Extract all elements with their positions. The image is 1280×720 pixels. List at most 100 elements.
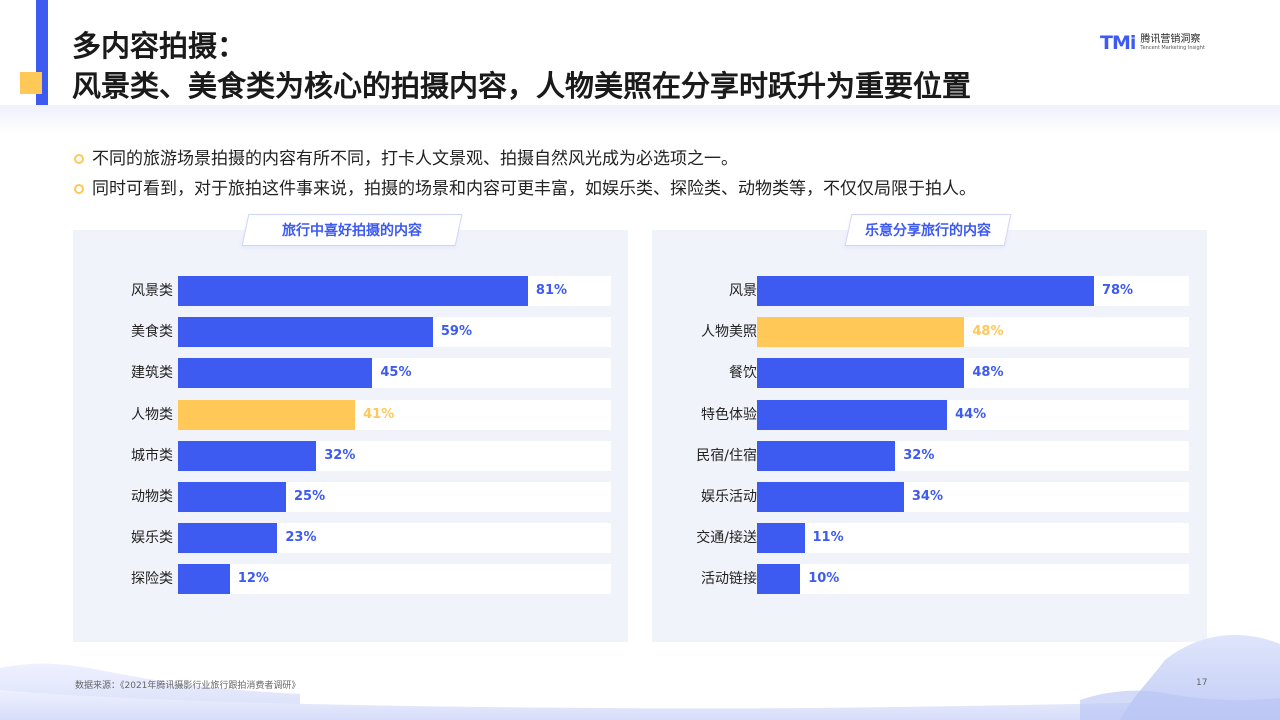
chart-row: 风景类 81%	[73, 276, 628, 306]
category-label: 活动链接	[701, 571, 757, 588]
header-gradient-band	[0, 105, 1280, 133]
category-label: 人物美照	[701, 324, 757, 341]
bar-track: 34%	[757, 482, 1189, 512]
bar	[757, 399, 948, 430]
category-label: 娱乐活动	[701, 489, 757, 505]
bar-track: 32%	[757, 440, 1189, 471]
bar	[178, 317, 433, 348]
chart-row: 民宿/住宿 32%	[652, 440, 1207, 471]
bar-track: 48%	[757, 358, 1189, 389]
chart-title-tag: 乐意分享旅行的内容	[844, 214, 1012, 246]
value-label: 81%	[535, 283, 568, 298]
value-label: 48%	[972, 324, 1004, 340]
category-label: 民宿/住宿	[696, 447, 757, 464]
bar-track: 41%	[178, 399, 611, 430]
value-label: 12%	[237, 571, 269, 587]
bullet-text: 同时可看到，对于旅拍这件事来说，拍摄的场景和内容可更丰富，如娱乐类、探险类、动物…	[92, 179, 976, 199]
value-label: 78%	[1101, 283, 1134, 298]
category-label: 人物类	[131, 406, 173, 423]
value-label: 45%	[380, 365, 412, 381]
chart-panel-shoot-content: 旅行中喜好拍摄的内容 风景类 81% 美食类 59% 建筑类 45% 人物类 41% 城市类 32…	[73, 214, 628, 642]
value-label: 48%	[972, 365, 1004, 381]
logo-cn: 腾讯营销洞察	[1140, 34, 1201, 45]
bar-track: 32%	[178, 440, 611, 471]
bar-track: 23%	[178, 523, 611, 554]
bar-track: 81%	[178, 276, 611, 306]
bar	[178, 482, 286, 512]
title-line-1: 多内容拍摄：	[72, 29, 247, 63]
category-label: 娱乐类	[131, 530, 173, 547]
value-label: 10%	[808, 571, 840, 587]
chart-row: 娱乐类 23%	[73, 523, 628, 554]
value-label: 34%	[911, 489, 943, 504]
bar	[757, 317, 965, 348]
chart-row: 人物类 41%	[73, 399, 628, 430]
bar	[178, 440, 317, 471]
bar-track: 12%	[178, 564, 611, 595]
bar-track: 78%	[757, 276, 1189, 306]
category-label: 动物类	[131, 489, 173, 505]
chart-row: 交通/接送 11%	[652, 523, 1207, 554]
bar-track: 59%	[178, 317, 611, 348]
bar-track: 44%	[757, 399, 1189, 430]
bullet-item: 不同的旅游场景拍摄的内容有所不同，打卡人文景观、拍摄自然风光成为必选项之一。	[74, 145, 976, 173]
chart-row: 建筑类 45%	[73, 358, 628, 389]
page-title: 多内容拍摄： 风景类、美食类为核心的拍摄内容，人物美照在分享时跃升为重要位置	[72, 26, 971, 106]
page-number: 17	[1196, 678, 1208, 688]
category-label: 探险类	[131, 571, 173, 588]
value-label: 32%	[903, 447, 935, 463]
chart-row: 探险类 12%	[73, 564, 628, 595]
value-label: 23%	[285, 530, 317, 546]
bullet-item: 同时可看到，对于旅拍这件事来说，拍摄的场景和内容可更丰富，如娱乐类、探险类、动物…	[74, 175, 976, 203]
category-label: 交通/接送	[696, 530, 757, 547]
bar-track: 48%	[757, 317, 1189, 348]
category-label: 餐饮	[729, 365, 757, 382]
bullet-list: 不同的旅游场景拍摄的内容有所不同，打卡人文景观、拍摄自然风光成为必选项之一。 同…	[74, 145, 976, 205]
chart-row: 特色体验 44%	[652, 399, 1207, 430]
bar-track: 25%	[178, 482, 611, 512]
value-label: 59%	[440, 324, 472, 340]
bar	[757, 523, 805, 554]
bar	[178, 276, 528, 306]
value-label: 41%	[363, 406, 395, 422]
category-label: 美食类	[131, 324, 173, 341]
chart-title: 旅行中喜好拍摄的内容	[282, 223, 422, 239]
bar	[178, 523, 278, 554]
chart-row: 餐饮 48%	[652, 358, 1207, 389]
logo-text: 腾讯营销洞察 Tencent Marketing Insight	[1140, 34, 1204, 52]
value-label: 11%	[812, 530, 844, 546]
tencent-marketing-logo: TMi 腾讯营销洞察 Tencent Marketing Insight	[1100, 32, 1205, 54]
value-label: 32%	[324, 447, 356, 463]
bar-track: 11%	[757, 523, 1189, 554]
bar	[757, 482, 904, 512]
bar	[178, 399, 356, 430]
chart-panel-share-content: 乐意分享旅行的内容 风景 78% 人物美照 48% 餐饮 48% 特色体验 44% 民宿/住宿 3…	[652, 214, 1207, 642]
chart-title-tag: 旅行中喜好拍摄的内容	[241, 214, 463, 246]
category-label: 风景	[729, 283, 757, 299]
chart-row: 活动链接 10%	[652, 564, 1207, 595]
chart-row: 城市类 32%	[73, 440, 628, 471]
category-label: 风景类	[131, 283, 173, 299]
chart-row: 风景 78%	[652, 276, 1207, 306]
chart-row: 美食类 59%	[73, 317, 628, 348]
chart-row: 人物美照 48%	[652, 317, 1207, 348]
logo-en: Tencent Marketing Insight	[1140, 45, 1205, 51]
category-label: 建筑类	[131, 365, 173, 382]
bar	[757, 440, 896, 471]
bullet-text: 不同的旅游场景拍摄的内容有所不同，打卡人文景观、拍摄自然风光成为必选项之一。	[92, 149, 738, 169]
chart-title: 乐意分享旅行的内容	[865, 223, 991, 239]
bar	[178, 358, 373, 389]
value-label: 44%	[955, 406, 987, 422]
bar-track: 10%	[757, 564, 1189, 595]
accent-square	[20, 72, 42, 94]
bar	[178, 564, 230, 595]
chart-row: 动物类 25%	[73, 482, 628, 512]
category-label: 特色体验	[701, 406, 757, 423]
bar	[757, 358, 965, 389]
logo-mark: TMi	[1100, 32, 1136, 54]
data-source: 数据来源：《2021年腾讯摄影行业旅行跟拍消费者调研》	[75, 681, 301, 691]
category-label: 城市类	[131, 447, 173, 464]
bar-track: 45%	[178, 358, 611, 389]
bar	[757, 564, 801, 595]
chart-row: 娱乐活动 34%	[652, 482, 1207, 512]
